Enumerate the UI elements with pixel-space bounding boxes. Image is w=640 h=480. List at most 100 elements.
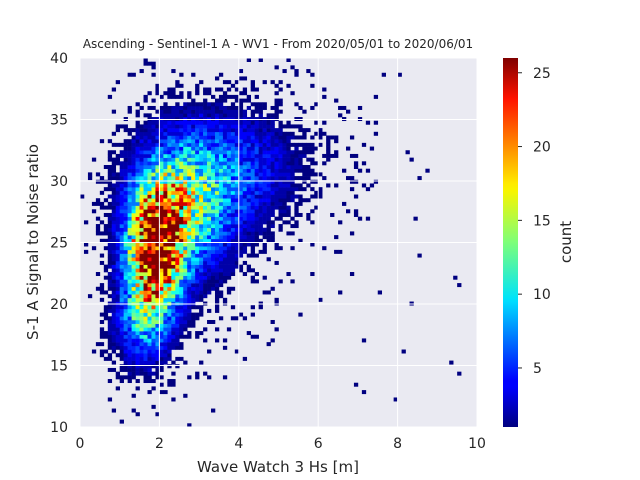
heatmap-cell (262, 102, 267, 107)
heatmap-cell (199, 198, 204, 203)
heatmap-cell (207, 283, 212, 288)
heatmap-cell (246, 253, 252, 258)
heatmap-cell (306, 183, 311, 188)
heatmap-cell (151, 404, 156, 409)
heatmap-cell (246, 157, 252, 162)
heatmap-cell (222, 165, 228, 169)
heatmap-cell (203, 290, 208, 295)
heatmap-cell (195, 190, 200, 195)
heatmap-cell (195, 231, 200, 236)
heatmap-cell (290, 153, 295, 158)
heatmap-cell (143, 305, 148, 310)
heatmap-cell (171, 198, 176, 203)
heatmap-cell (218, 209, 224, 214)
heatmap-cell (155, 176, 160, 181)
heatmap-cell (278, 209, 283, 214)
heatmap-cell (234, 201, 240, 206)
heatmap-cell (211, 212, 216, 217)
heatmap-cell (147, 367, 152, 372)
heatmap-cell (107, 183, 113, 188)
heatmap-cell (131, 360, 136, 365)
heatmap-cell (218, 275, 224, 280)
heatmap-cell (171, 209, 176, 214)
heatmap-cell (270, 224, 275, 229)
heatmap-cell (191, 231, 196, 236)
heatmap-cell (171, 338, 176, 343)
heatmap-cell (135, 342, 140, 347)
heatmap-cell (349, 272, 355, 277)
heatmap-cell (175, 209, 180, 214)
heatmap-cell (222, 375, 228, 380)
heatmap-cell (151, 150, 156, 155)
heatmap-cell (266, 227, 271, 232)
heatmap-cell (115, 231, 120, 236)
heatmap-cell (187, 146, 192, 151)
heatmap-cell (310, 220, 315, 225)
heatmap-cell (270, 205, 275, 210)
heatmap-cell (163, 345, 168, 350)
heatmap-cell (258, 194, 263, 199)
heatmap-cell (107, 172, 113, 177)
heatmap-cell (250, 216, 255, 221)
heatmap-cell (238, 128, 244, 133)
heatmap-cell (230, 172, 236, 177)
heatmap-cell (147, 165, 152, 169)
heatmap-cell (191, 319, 196, 324)
heatmap-cell (135, 272, 140, 277)
heatmap-cell (274, 190, 279, 195)
heatmap-cell (127, 205, 132, 210)
heatmap-cell (274, 113, 279, 118)
heatmap-cell (179, 331, 184, 336)
heatmap-cell (199, 331, 204, 336)
heatmap-cell (278, 190, 283, 195)
heatmap-cell (258, 153, 263, 158)
heatmap-cell (131, 331, 136, 336)
heatmap-cell (218, 264, 224, 269)
heatmap-cell (107, 275, 113, 280)
heatmap-cell (230, 120, 236, 125)
heatmap-cell (127, 153, 132, 158)
heatmap-cell (159, 305, 164, 310)
heatmap-cell (183, 294, 188, 299)
heatmap-cell (207, 139, 212, 144)
heatmap-cell (127, 212, 132, 217)
heatmap-cell (135, 124, 140, 129)
heatmap-cell (270, 231, 275, 236)
heatmap-cell (298, 198, 303, 203)
heatmap-cell (314, 194, 319, 199)
heatmap-cell (258, 205, 263, 210)
heatmap-cell (183, 198, 188, 203)
heatmap-cell (349, 176, 355, 181)
heatmap-cell (187, 153, 192, 158)
heatmap-cell (151, 349, 156, 354)
y-tick-label: 15 (50, 359, 68, 375)
heatmap-cell (218, 238, 224, 243)
heatmap-cell (207, 212, 212, 217)
heatmap-cell (262, 172, 267, 177)
heatmap-cell (123, 342, 128, 347)
heatmap-cell (163, 198, 168, 203)
heatmap-cell (155, 312, 160, 317)
heatmap-cell (199, 128, 204, 133)
heatmap-cell (254, 94, 259, 99)
heatmap-cell (159, 275, 164, 280)
heatmap-cell (290, 142, 295, 147)
heatmap-cell (258, 172, 263, 177)
heatmap-cell (207, 190, 212, 195)
heatmap-cell (159, 161, 164, 166)
heatmap-cell (218, 131, 224, 136)
heatmap-cell (171, 268, 176, 273)
heatmap-cell (171, 360, 176, 365)
heatmap-cell (203, 172, 208, 177)
heatmap-cell (135, 242, 140, 247)
heatmap-cell (214, 297, 220, 302)
heatmap-cell (99, 319, 105, 324)
heatmap-cell (425, 168, 430, 173)
heatmap-cell (147, 205, 152, 210)
heatmap-cell (175, 356, 180, 361)
heatmap-cell (191, 257, 196, 262)
heatmap-cell (135, 183, 140, 188)
heatmap-cell (127, 360, 132, 365)
heatmap-cell (119, 272, 124, 277)
heatmap-cell (87, 176, 93, 181)
